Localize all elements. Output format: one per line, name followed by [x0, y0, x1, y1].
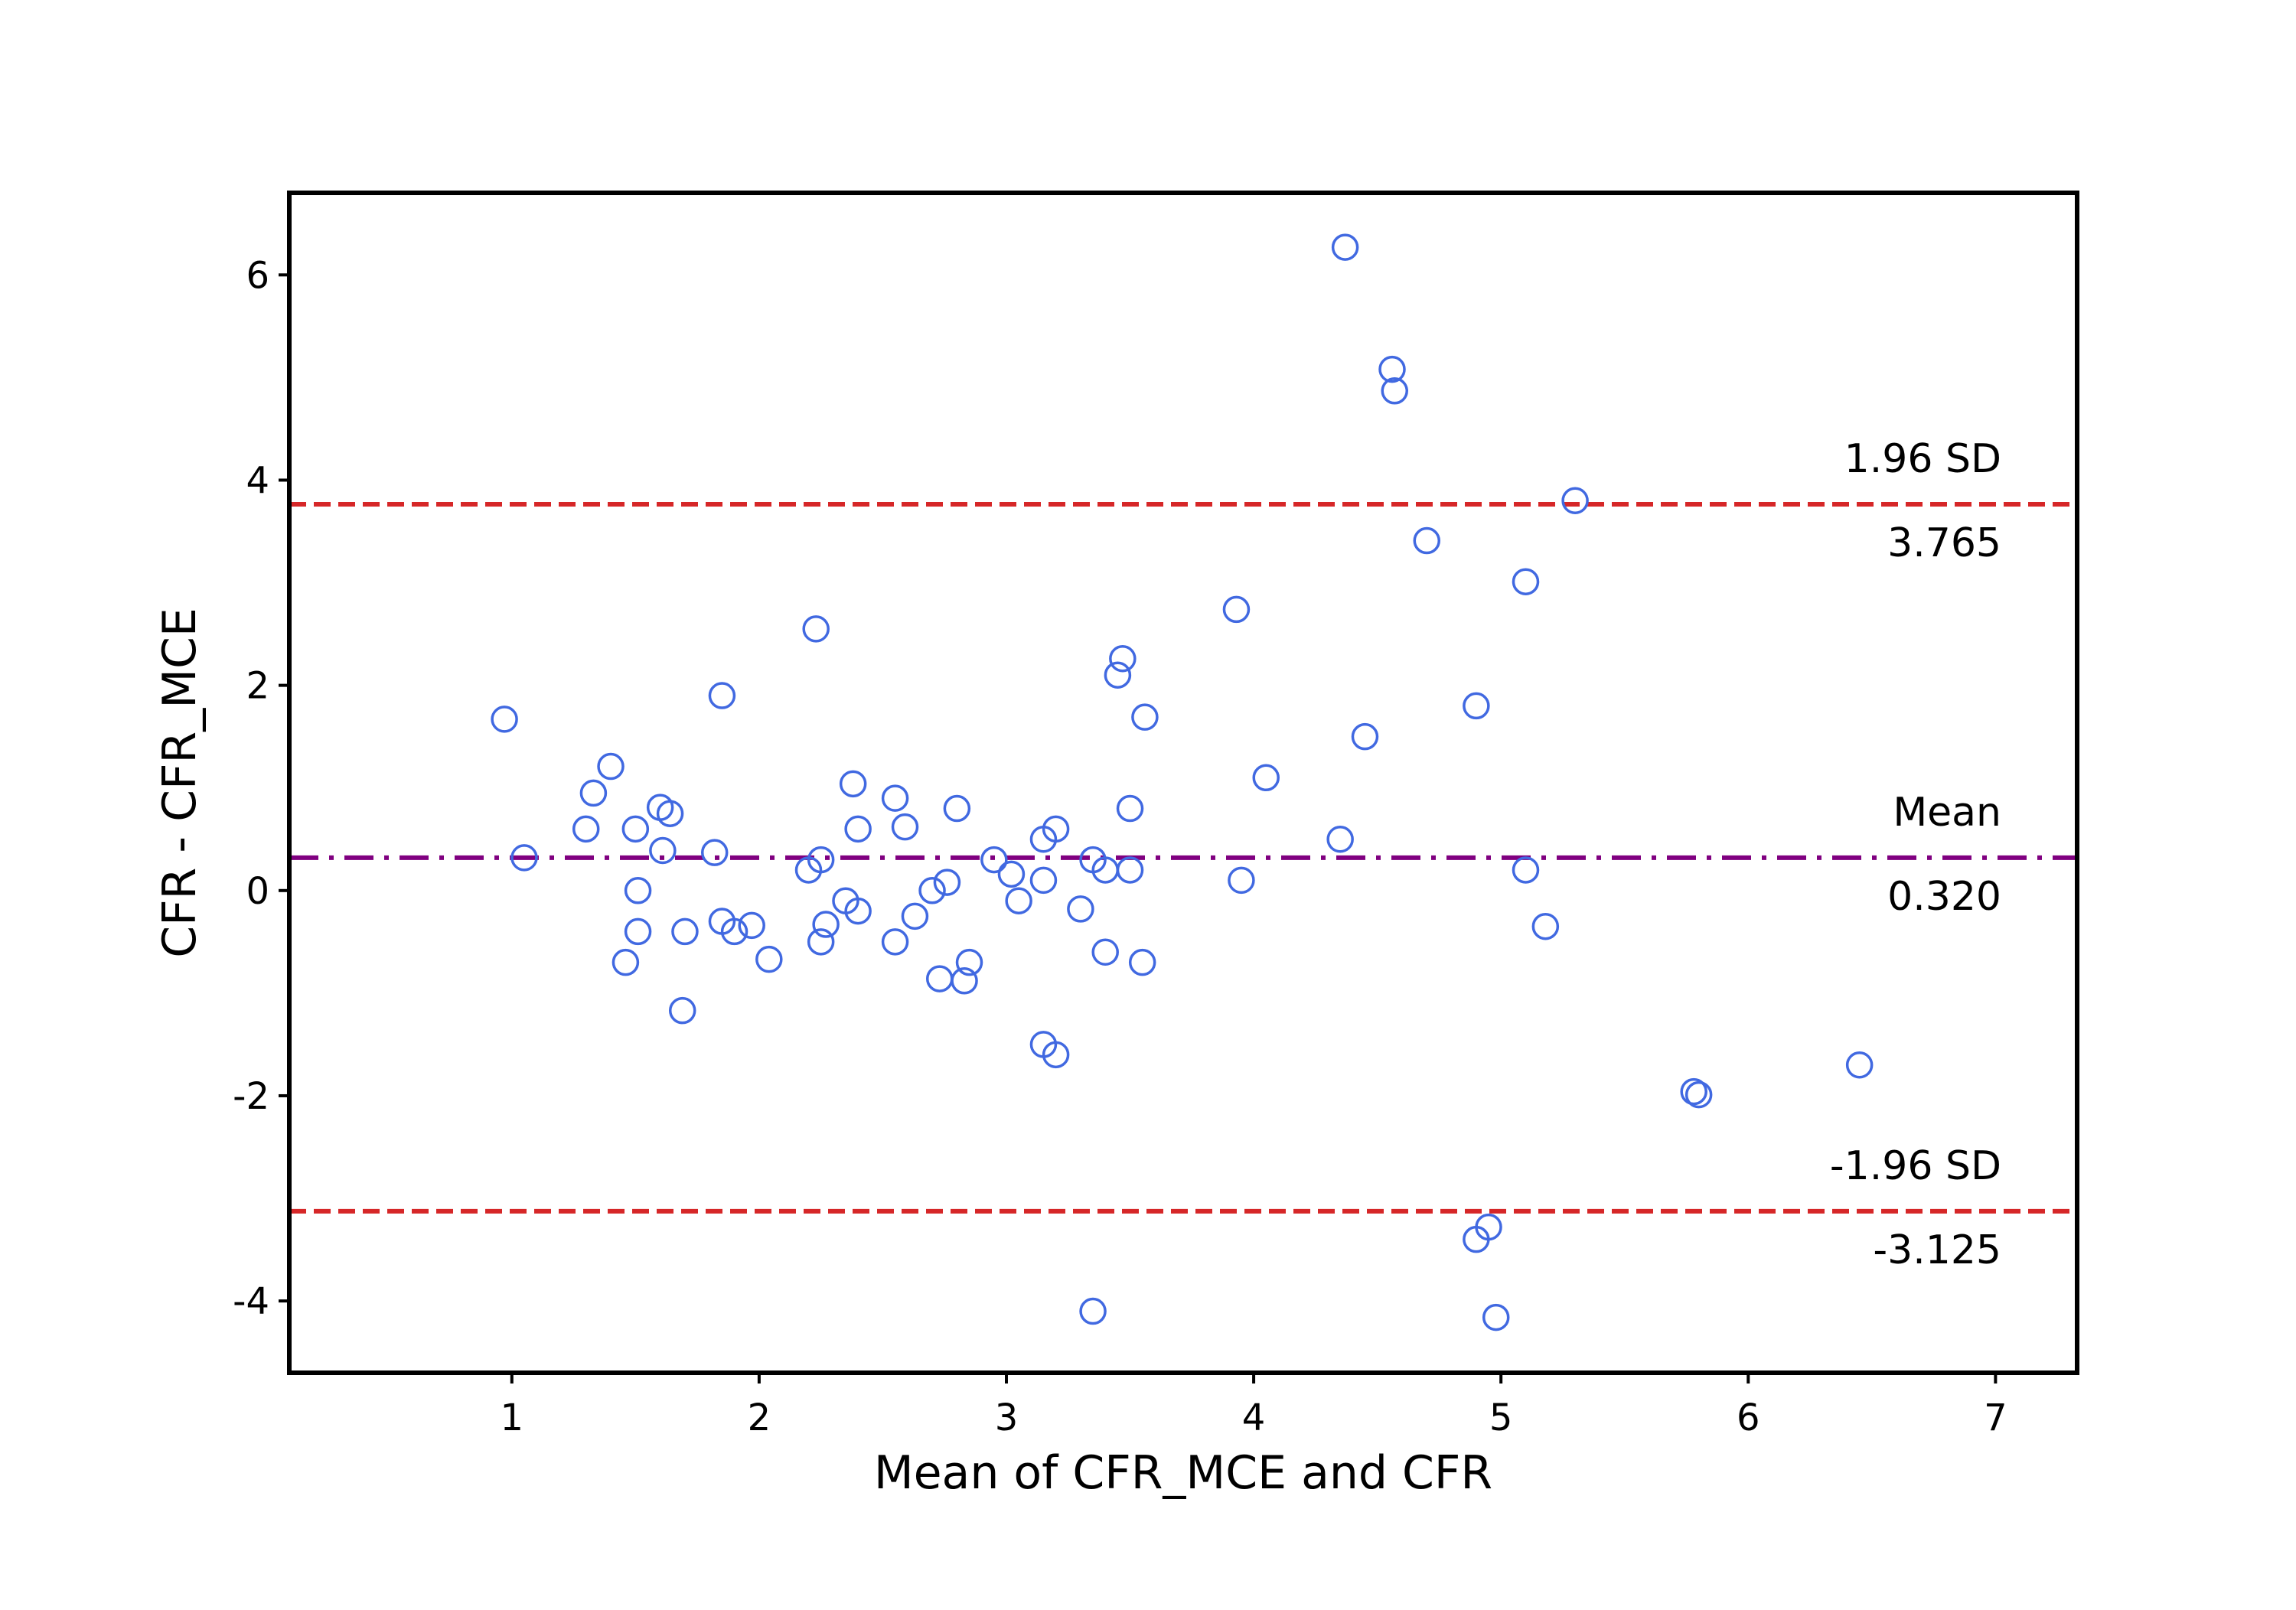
x-tick-label: 3 — [995, 1397, 1019, 1439]
data-point — [624, 917, 652, 946]
data-points — [491, 233, 1874, 1331]
data-point — [1091, 938, 1119, 966]
y-axis-label: CFR - CFR_MCE — [153, 608, 207, 958]
reference-value-label: -3.125 — [1873, 1227, 2001, 1273]
y-tick-label: 2 — [246, 665, 269, 708]
data-point — [1351, 722, 1379, 751]
data-point — [891, 813, 919, 841]
data-point — [933, 869, 961, 896]
data-point — [1512, 856, 1540, 884]
data-point — [621, 815, 650, 843]
data-point — [624, 877, 652, 904]
data-point — [844, 815, 872, 843]
y-tick-label: 4 — [246, 459, 269, 502]
data-point — [807, 846, 835, 874]
data-point — [1531, 912, 1560, 940]
data-point — [1561, 487, 1589, 515]
data-point — [720, 917, 748, 946]
reference-label: Mean — [1893, 790, 2001, 836]
data-point — [1512, 568, 1540, 595]
y-tick-label: -2 — [233, 1075, 269, 1118]
data-point — [1104, 661, 1132, 689]
data-point — [1680, 1077, 1707, 1106]
data-point — [1131, 703, 1159, 731]
data-point — [881, 928, 909, 956]
data-point — [1079, 1297, 1107, 1325]
x-axis-label: Mean of CFR_MCE and CFR — [874, 1446, 1492, 1500]
data-point — [1029, 866, 1058, 895]
x-axis-ticks: 1 2 3 4 5 6 7 — [501, 1373, 2007, 1439]
data-point — [1463, 692, 1490, 720]
data-point — [807, 928, 835, 956]
data-point — [839, 770, 867, 798]
data-point — [612, 948, 640, 976]
data-point — [1482, 1303, 1510, 1331]
data-point — [1116, 856, 1144, 884]
data-point — [656, 800, 684, 827]
data-point — [1252, 764, 1280, 792]
data-point — [1109, 645, 1137, 673]
x-tick-label: 5 — [1489, 1397, 1513, 1439]
data-point — [1128, 948, 1156, 976]
data-point — [1331, 233, 1359, 261]
data-point — [1042, 815, 1070, 843]
data-point — [700, 839, 729, 866]
data-point — [901, 902, 929, 930]
data-point — [844, 897, 872, 925]
y-axis-ticks: -4 -2 0 2 4 6 — [233, 254, 289, 1323]
data-point — [955, 948, 983, 976]
data-point — [1005, 887, 1032, 914]
plot-frame — [287, 191, 2079, 1375]
reference-label: -1.96 SD — [1830, 1143, 2001, 1189]
data-point — [1116, 794, 1144, 823]
data-point — [1684, 1080, 1713, 1109]
x-tick-label: 4 — [1242, 1397, 1266, 1439]
data-point — [918, 877, 946, 904]
data-point — [572, 815, 600, 843]
data-point — [491, 706, 518, 733]
data-point — [671, 917, 699, 946]
x-tick-label: 2 — [748, 1397, 771, 1439]
x-tick-label: 1 — [501, 1397, 524, 1439]
data-point — [755, 945, 783, 973]
data-point — [1042, 1041, 1070, 1069]
data-point — [1326, 825, 1354, 853]
data-point — [510, 844, 538, 872]
data-point — [951, 967, 978, 995]
data-point — [802, 615, 830, 643]
data-point — [1378, 355, 1406, 383]
data-point — [881, 784, 909, 812]
reference-labels: 1.96 SD 3.765 Mean 0.320 -1.96 SD -3.125 — [1830, 436, 2001, 1273]
data-point — [597, 752, 625, 781]
data-point — [943, 794, 971, 823]
data-point — [1381, 377, 1408, 405]
data-point — [1067, 895, 1094, 923]
data-point — [668, 996, 696, 1025]
data-point — [579, 779, 608, 807]
reference-lines — [289, 501, 2077, 1214]
data-point — [649, 836, 677, 865]
data-point — [1413, 526, 1441, 555]
data-point — [925, 965, 954, 992]
reference-label: 1.96 SD — [1844, 436, 2001, 482]
x-tick-label: 6 — [1737, 1397, 1760, 1439]
data-point — [1475, 1213, 1502, 1241]
reference-value-label: 0.320 — [1887, 874, 2001, 920]
data-point — [1228, 866, 1255, 895]
data-point — [738, 911, 765, 940]
data-point — [1222, 595, 1251, 624]
x-tick-label: 7 — [1984, 1397, 2007, 1439]
y-tick-label: 6 — [246, 254, 269, 297]
data-point — [997, 860, 1026, 888]
y-tick-label: 0 — [246, 870, 269, 913]
data-point — [1845, 1051, 1874, 1079]
reference-value-label: 3.765 — [1887, 520, 2001, 566]
data-point — [708, 682, 736, 709]
y-tick-label: -4 — [233, 1280, 269, 1323]
data-point — [980, 846, 1008, 874]
data-point — [812, 911, 840, 938]
